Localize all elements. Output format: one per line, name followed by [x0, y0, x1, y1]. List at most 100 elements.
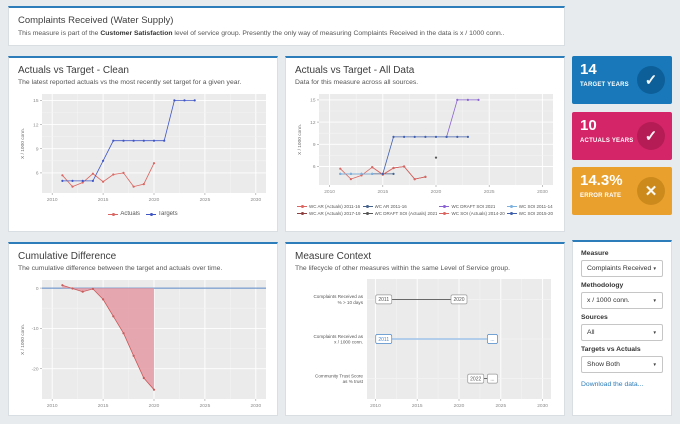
panel-subtitle: The lifecycle of other measures within t…: [295, 265, 510, 272]
svg-text:2015: 2015: [412, 403, 423, 409]
legend-label: Targets: [158, 211, 178, 217]
svg-text:-10: -10: [32, 326, 39, 332]
svg-text:2011: 2011: [378, 297, 389, 303]
kpi-value: 10: [580, 117, 597, 134]
svg-text:2020: 2020: [149, 403, 160, 409]
svg-text:2025: 2025: [484, 189, 495, 195]
panel-measure-context: Measure Context The lifecycle of other m…: [285, 242, 565, 416]
svg-text:2015: 2015: [98, 197, 109, 203]
kpi-label: TARGET YEARS: [580, 82, 629, 88]
targets-vs-actuals-select-value: Show Both: [587, 361, 620, 368]
panel-title: Cumulative Difference: [18, 251, 117, 262]
svg-text:2030: 2030: [537, 189, 548, 195]
svg-text:12: 12: [310, 120, 316, 126]
svg-text:2015: 2015: [377, 189, 388, 195]
legend-item: WC AR 2011-16: [362, 204, 438, 209]
svg-text:2010: 2010: [324, 189, 335, 195]
svg-text:as % trust: as % trust: [343, 379, 364, 384]
svg-text:2010: 2010: [47, 197, 58, 203]
svg-text:Complaints Received as: Complaints Received as: [313, 294, 363, 299]
legend-key-icon: [362, 211, 373, 216]
legend-label: WC SOI (Actuals) 2014-20: [451, 211, 505, 216]
kpi-value: 14: [580, 61, 597, 78]
measure-filter-label: Measure: [581, 250, 609, 257]
download-data-link[interactable]: Download the data...: [581, 381, 644, 388]
svg-text:6: 6: [36, 171, 39, 177]
legend-label: WC AR 2011-16: [374, 204, 407, 209]
svg-text:2025: 2025: [200, 403, 211, 409]
chart-svg: 2010 2015 2020 2025 2030 2011 2020 Complaints R…: [313, 279, 551, 409]
header-card: Complaints Received (Water Supply) This …: [8, 6, 565, 46]
subtitle-bold: Customer Satisfaction: [100, 30, 173, 37]
kpi-label: ERROR RATE: [580, 193, 622, 199]
panel-subtitle: The latest reported actuals vs the most …: [18, 79, 242, 86]
sources-filter: Sources All ▼: [581, 314, 663, 341]
svg-text:2010: 2010: [370, 403, 381, 409]
svg-text:X / 1000 conn.: X / 1000 conn.: [20, 128, 26, 159]
legend-key-icon: [297, 211, 307, 216]
svg-text:2015: 2015: [98, 403, 109, 409]
chart-svg: 2010 2015 2020 2025 2030 0 -10 -20 X / 1000 conn…: [20, 280, 266, 409]
svg-text:2030: 2030: [250, 197, 261, 203]
measure-select[interactable]: Complaints Received ▼: [581, 260, 663, 277]
subtitle-prefix: This measure is part of the: [18, 30, 101, 37]
legend-item: WC AR (Actuals) 2017-19: [297, 211, 361, 216]
subtitle-suffix: level of service group. Presently the on…: [172, 30, 505, 37]
legend-item: WC AR (Actuals) 2011-16: [297, 204, 361, 209]
legend-item: WC DRAFT SOI (Actuals) 2021: [362, 211, 437, 216]
svg-text:0: 0: [36, 286, 39, 292]
legend-key-icon: [439, 211, 450, 216]
methodology-select-value: x / 1000 conn.: [587, 297, 630, 304]
chart-svg: 2010 2015 2020 2025 2030 6 9 12 15 X / 1000 conn.: [20, 94, 266, 203]
legend-item: Actuals: [108, 211, 140, 217]
all-data-chart: 2010 2015 2020 2025 2030 6 9 12 15 X / 1000 conn.: [295, 89, 555, 202]
svg-text:x / 1000 conn.: x / 1000 conn.: [334, 340, 363, 345]
svg-text:2011: 2011: [378, 337, 389, 343]
legend-item: WC DRAFT SOI 2021: [439, 204, 504, 209]
svg-text:2020: 2020: [453, 297, 464, 303]
targets-vs-actuals-select[interactable]: Show Both ▼: [581, 356, 663, 373]
svg-text:12: 12: [33, 122, 39, 128]
legend-key-icon: [297, 204, 307, 209]
clean-chart-legend: Actuals Targets: [18, 211, 268, 217]
measure-filter: Measure Complaints Received ▼: [581, 250, 663, 277]
svg-text:2022: 2022: [470, 376, 481, 382]
svg-text:9: 9: [36, 146, 39, 152]
chart-svg: 2010 2015 2020 2025 2030 6 9 12 15 X / 1000 conn.: [297, 94, 553, 195]
sources-select-value: All: [587, 329, 595, 336]
legend-key-icon: [506, 211, 517, 216]
legend-label: WC SOI 2015-20: [518, 211, 554, 216]
sources-filter-label: Sources: [581, 314, 608, 321]
legend-label: WC SOI 2011-14: [518, 204, 553, 209]
kpi-label: ACTUALS YEARS: [580, 138, 634, 144]
measure-context-chart: 2010 2015 2020 2025 2030 2011 2020 Complaints R…: [295, 275, 555, 416]
svg-text:2020: 2020: [454, 403, 465, 409]
panel-subtitle: The cumulative difference between the ta…: [18, 265, 223, 272]
kpi-error-rate: 14.3% ERROR RATE ✕: [572, 167, 672, 215]
measure-select-value: Complaints Received: [587, 265, 652, 272]
sources-select[interactable]: All ▼: [581, 324, 663, 341]
legend-item: WC SOI 2011-14: [506, 204, 553, 209]
svg-text:9: 9: [313, 142, 316, 148]
legend-label: WC AR (Actuals) 2017-19: [309, 211, 361, 216]
svg-text:...: ...: [490, 337, 494, 343]
chevron-down-icon: ▼: [652, 362, 657, 367]
svg-text:...: ...: [490, 376, 494, 382]
svg-text:2030: 2030: [250, 403, 261, 409]
svg-text:15: 15: [33, 98, 39, 104]
targets-vs-actuals-filter: Targets vs Actuals Show Both ▼: [581, 346, 663, 373]
kpi-actuals-years: 10 ACTUALS YEARS ✓: [572, 112, 672, 160]
svg-text:% > 10 days: % > 10 days: [338, 300, 364, 305]
svg-text:Community Trust Score: Community Trust Score: [315, 373, 363, 378]
legend-key-icon: [439, 204, 450, 209]
svg-text:Complaints Received as: Complaints Received as: [313, 334, 363, 339]
legend-key-icon: [362, 204, 373, 209]
check-circle-icon: ✓: [637, 122, 665, 150]
methodology-select[interactable]: x / 1000 conn. ▼: [581, 292, 663, 309]
methodology-filter: Methodology x / 1000 conn. ▼: [581, 282, 663, 309]
legend-label: WC DRAFT SOI 2021: [451, 204, 496, 209]
filter-panel: Measure Complaints Received ▼ Methodolog…: [572, 240, 672, 416]
svg-text:X / 1000 conn.: X / 1000 conn.: [297, 124, 303, 155]
kpi-target-years: 14 TARGET YEARS ✓: [572, 56, 672, 104]
svg-text:2030: 2030: [537, 403, 548, 409]
